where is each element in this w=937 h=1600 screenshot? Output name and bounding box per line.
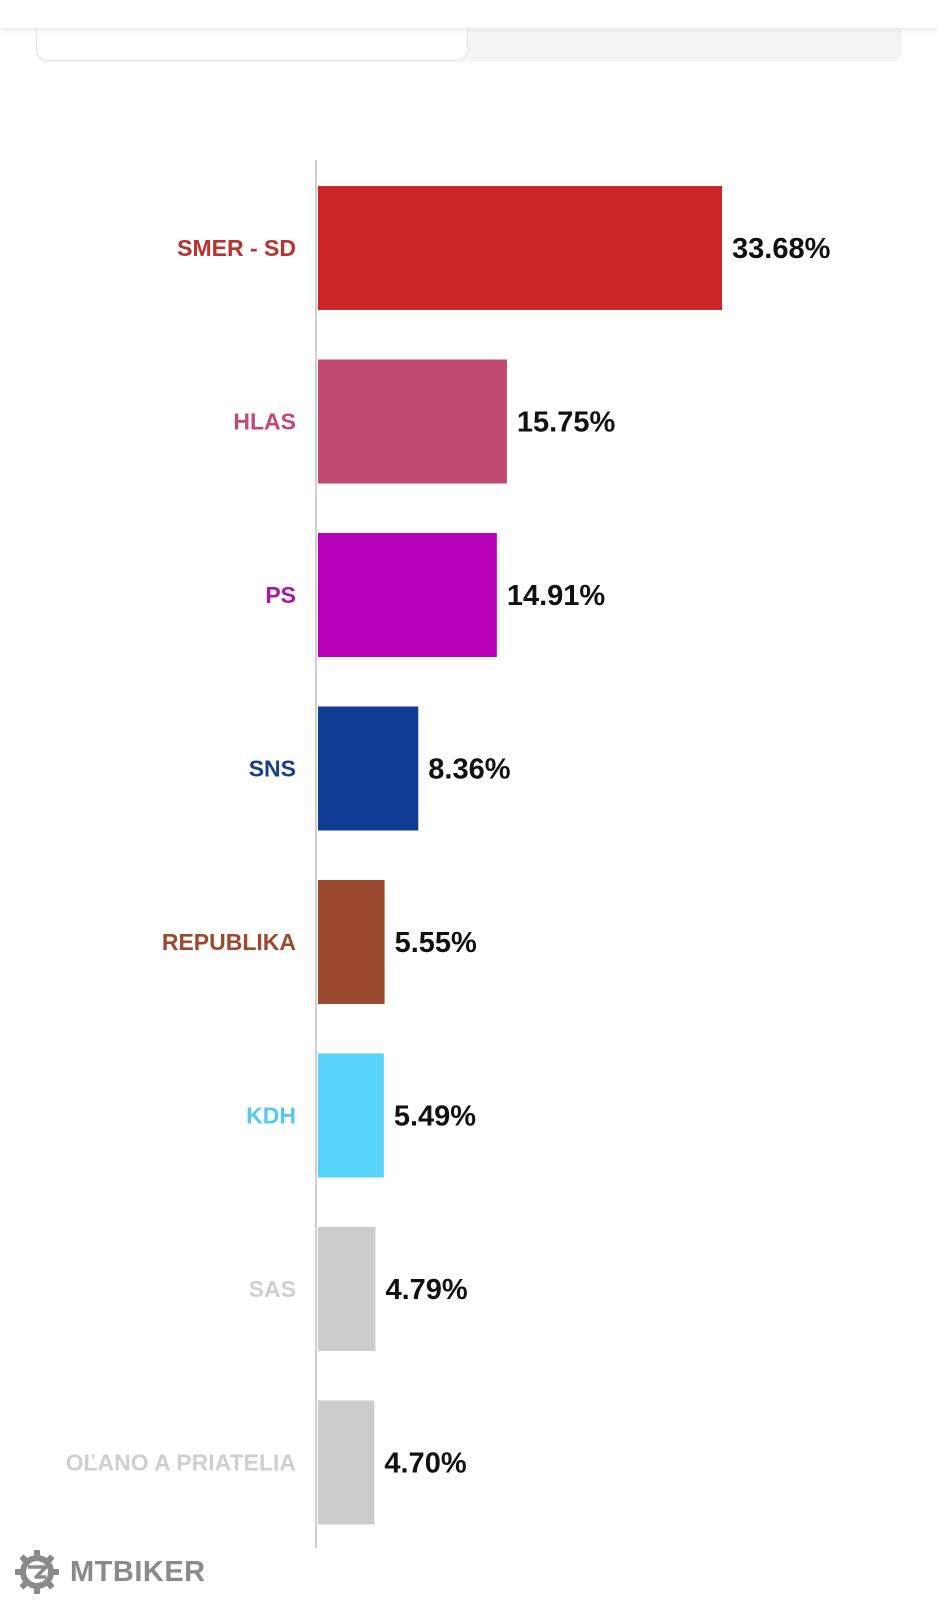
category-label: SNS — [249, 756, 296, 782]
category-label: HLAS — [233, 409, 296, 435]
category-label: PS — [265, 582, 296, 608]
watermark: MTBIKER — [14, 1548, 206, 1596]
category-label: SMER - SD — [177, 235, 296, 261]
value-label: 33.68% — [732, 233, 831, 265]
category-label: REPUBLIKA — [162, 929, 296, 955]
watermark-text: MTBIKER — [70, 1555, 206, 1588]
tab-active[interactable] — [36, 30, 468, 61]
gear-logo-icon — [15, 1550, 59, 1594]
value-label: 4.79% — [385, 1274, 467, 1306]
bar — [318, 1400, 375, 1525]
bar — [318, 359, 507, 484]
value-label: 15.75% — [517, 407, 616, 439]
bar — [318, 533, 497, 657]
bar — [318, 880, 385, 1004]
bar — [318, 706, 419, 831]
value-label: 14.91% — [507, 580, 606, 612]
value-label: 8.36% — [428, 754, 510, 786]
top-bar — [0, 0, 937, 28]
value-label: 4.70% — [384, 1448, 466, 1480]
category-label: KDH — [246, 1103, 296, 1129]
bars-layer: SMER - SD 33.68% HLAS 15.75% PS 14.91% SNS 8.36… — [66, 186, 831, 1525]
bar — [318, 1053, 384, 1178]
value-label: 5.55% — [395, 927, 477, 959]
bar — [318, 186, 722, 310]
bar — [318, 1227, 376, 1351]
category-label: OĽANO A PRIATELIA — [66, 1450, 296, 1476]
category-label: SAS — [249, 1276, 296, 1302]
value-label: 5.49% — [394, 1101, 476, 1133]
